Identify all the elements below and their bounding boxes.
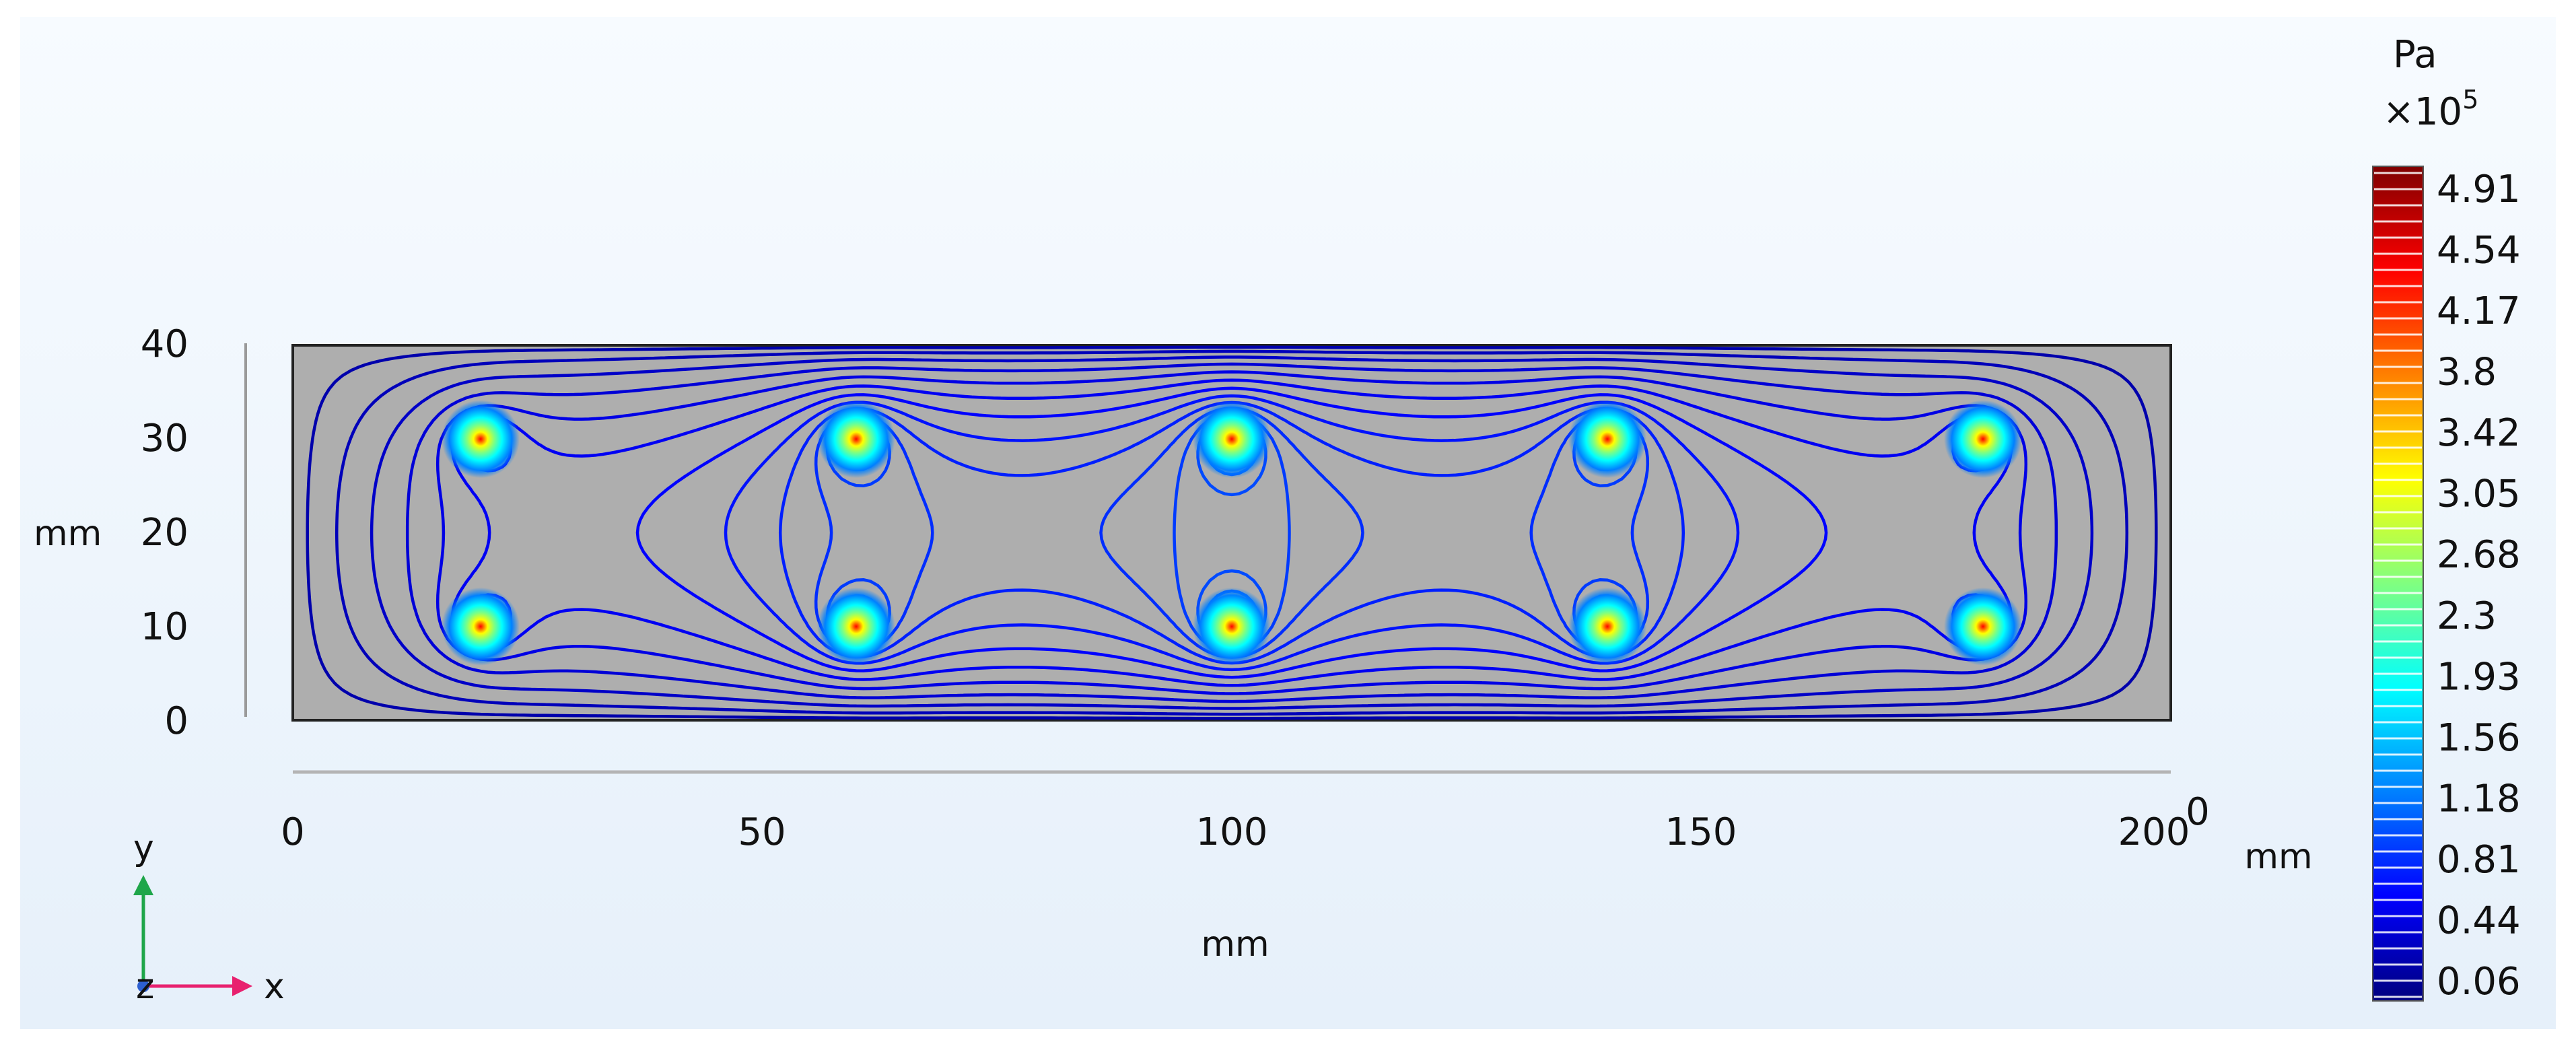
contour-plot[interactable]: 40 30 20 10 0 mm 0 50 100 150 200 0 mm m… <box>20 17 2556 1029</box>
y-axis-label: mm <box>34 514 102 554</box>
x-tick-label: 200 <box>2118 810 2190 854</box>
x-tick-label: 150 <box>1665 810 1737 854</box>
source-point <box>1568 400 1646 479</box>
source-point <box>442 400 520 479</box>
source-point <box>1193 587 1271 666</box>
colorbar-tick-label: 2.3 <box>2437 594 2497 638</box>
triad-z-label: z <box>136 967 154 1007</box>
y-tick-label: 10 <box>141 605 188 649</box>
colorbar-tick-label: 1.56 <box>2437 716 2521 760</box>
colorbar-tick-label: 4.91 <box>2437 168 2521 211</box>
colorbar-tick-label: 3.8 <box>2437 351 2497 394</box>
y-tick-label: 20 <box>141 511 188 555</box>
colorbar-unit: Pa <box>2393 33 2437 77</box>
contour-line <box>468 400 1996 665</box>
contour-line <box>335 349 2129 716</box>
colorbar-tick-label: 4.17 <box>2437 289 2521 333</box>
colorbar-tick-label: 0.81 <box>2437 838 2521 882</box>
colorbar-tick-label: 2.68 <box>2437 533 2521 577</box>
colorbar-tick-label: 1.93 <box>2437 655 2521 699</box>
colorbar-tick-label: 3.05 <box>2437 473 2521 516</box>
colorbar-gradient <box>2373 166 2423 1001</box>
colorbar-tick-label: 0.44 <box>2437 899 2521 942</box>
colorbar-tick-label: 4.54 <box>2437 229 2521 273</box>
contour-line <box>405 362 2058 703</box>
contour-line <box>370 355 2094 710</box>
y-tick-label: 40 <box>141 322 188 366</box>
colorbar-tick-labels: 4.91 4.54 4.17 3.8 3.42 3.05 2.68 2.3 1.93 1.56 1.… <box>2437 168 2521 1004</box>
colorbar-multiplier: ×105 <box>2383 85 2478 134</box>
contour-line <box>464 394 1999 672</box>
plot-domain <box>291 344 2172 722</box>
colorbar-tick-label: 0.06 <box>2437 960 2521 1004</box>
source-point <box>1193 400 1271 479</box>
colorbar: Pa ×105 4.91 4.54 4.17 3.8 3.42 3.05 2.68 2.3 1.… <box>2372 33 2521 1004</box>
colorbar-stripes <box>2374 172 2422 998</box>
x-axis-label: mm <box>1201 924 1269 965</box>
source-point <box>1944 400 2022 479</box>
x-tick-label: 100 <box>1196 810 1268 854</box>
triad-y-label: y <box>133 828 154 868</box>
source-point <box>442 587 520 666</box>
x-tick-label: 50 <box>738 810 786 854</box>
colorbar-multiplier-base: ×10 <box>2383 90 2462 134</box>
triad-x-label: x <box>264 967 285 1007</box>
y-tick-label: 0 <box>164 699 188 743</box>
colorbar-frame <box>2372 166 2424 1002</box>
plot-window: 40 30 20 10 0 mm 0 50 100 150 200 0 mm m… <box>20 17 2556 1029</box>
contour-line <box>306 345 2158 720</box>
triad-y-arrowhead <box>133 875 153 895</box>
axis-triad: x y z <box>133 828 285 1007</box>
source-points <box>442 400 2022 666</box>
triad-z-dot <box>137 980 149 992</box>
z-axis-label: mm <box>2244 837 2312 877</box>
source-point <box>1568 587 1646 666</box>
colorbar-multiplier-exponent: 5 <box>2462 85 2478 114</box>
source-point <box>817 587 895 666</box>
source-point <box>1944 587 2022 666</box>
colorbar-tick-label: 1.18 <box>2437 777 2521 821</box>
z-tick-label: 0 <box>2186 790 2210 834</box>
triad-x-arrowhead <box>232 976 252 996</box>
x-tick-label: 0 <box>281 810 305 854</box>
y-tick-label: 30 <box>141 417 188 460</box>
colorbar-tick-label: 3.42 <box>2437 411 2521 455</box>
source-point <box>817 400 895 479</box>
